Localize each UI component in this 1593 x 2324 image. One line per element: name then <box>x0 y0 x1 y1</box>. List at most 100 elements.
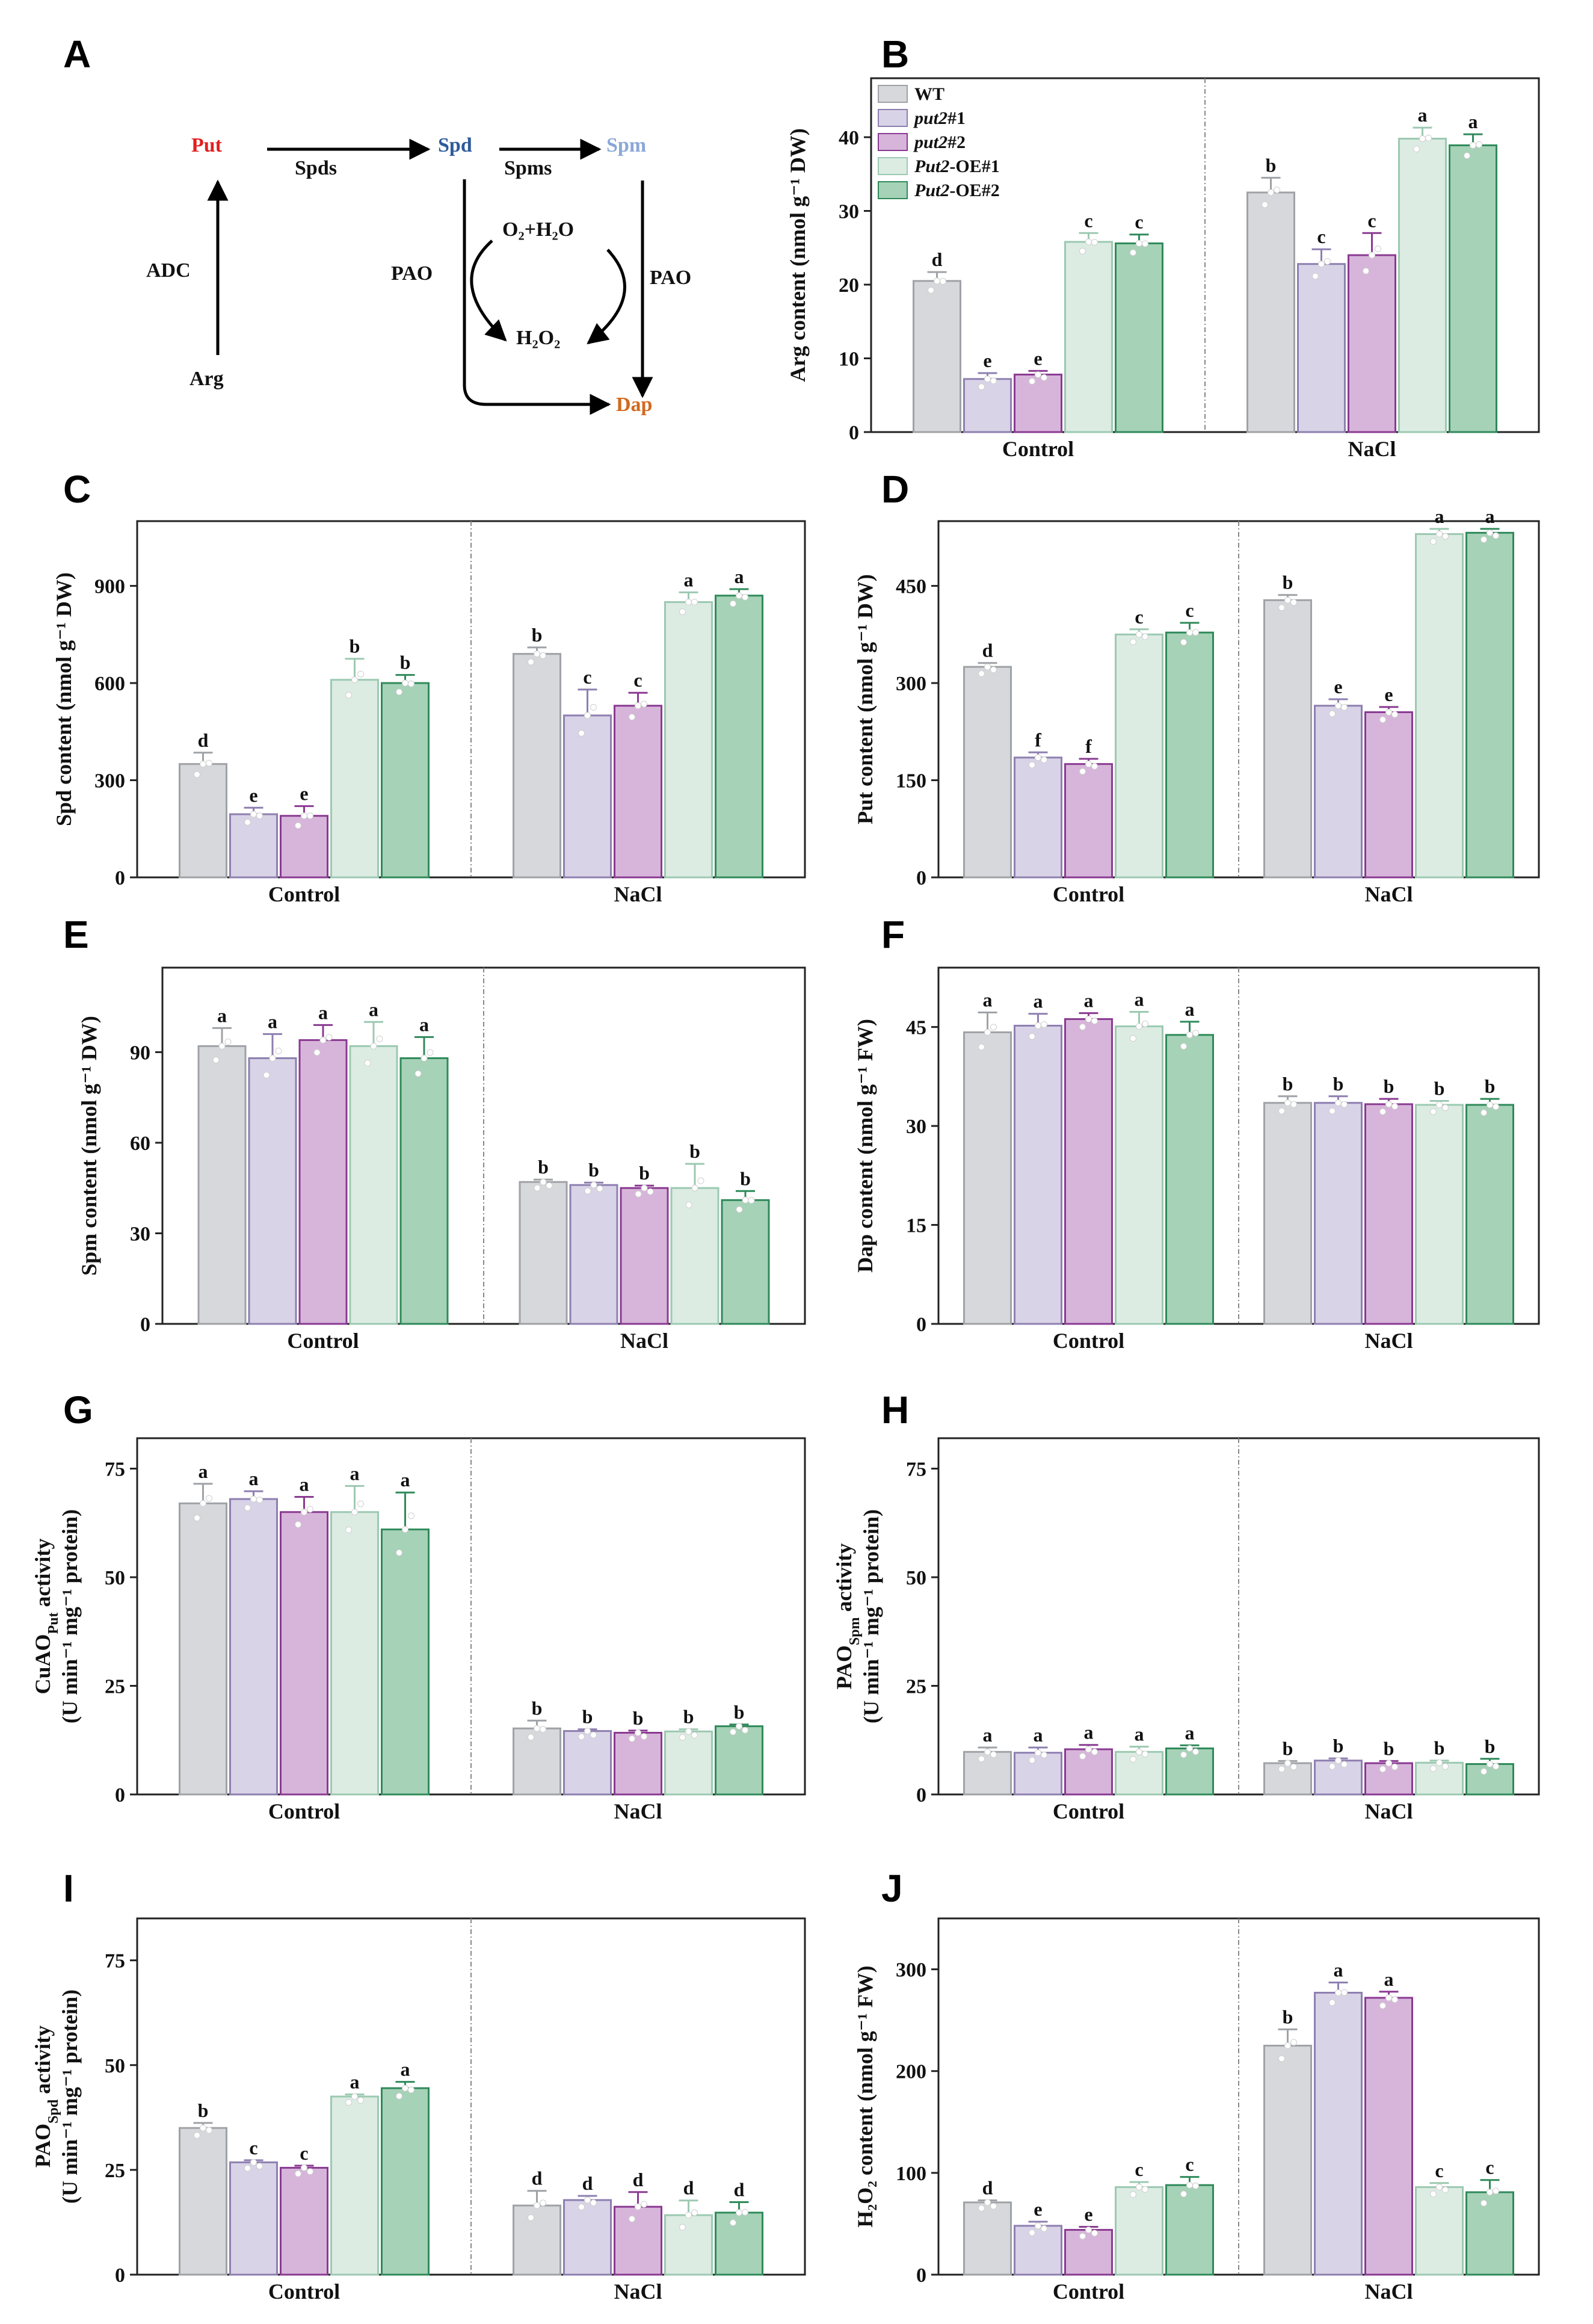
replicate-dot <box>1278 1766 1285 1773</box>
replicate-dot <box>313 1049 321 1056</box>
significance-letter: a <box>983 1724 993 1746</box>
node-put: Put <box>191 134 223 156</box>
replicate-dot <box>578 1733 585 1740</box>
node-o2-h2o: O₂+H₂O <box>502 218 574 241</box>
replicate-dot <box>345 2099 352 2106</box>
bar-nacl-put2-oe-1 <box>670 1187 719 1325</box>
replicate-dot <box>250 2159 257 2166</box>
bar-control-wt <box>963 2201 1012 2276</box>
replicate-dot <box>307 2168 313 2175</box>
significance-letter: c <box>1485 2157 1494 2178</box>
replicate-dot <box>319 1036 327 1043</box>
replicate-dot <box>1442 533 1449 540</box>
replicate-dot <box>1335 1989 1342 1996</box>
significance-letter: a <box>1185 998 1195 1020</box>
bar-control-wt <box>179 2127 227 2276</box>
category-label-nacl: NaCl <box>1365 1799 1413 1823</box>
replicate-dot <box>691 598 698 605</box>
replicate-dot <box>1085 1746 1092 1753</box>
y-tick-label: 900 <box>94 576 125 598</box>
replicate-dot <box>1192 1030 1199 1037</box>
bar-nacl-put2-oe-2 <box>715 595 763 879</box>
significance-letter: c <box>633 669 642 691</box>
replicate-dot <box>1085 1016 1092 1023</box>
replicate-dot <box>1041 1751 1047 1758</box>
significance-letter: b <box>683 1706 694 1728</box>
replicate-dot <box>1029 761 1035 768</box>
bar-nacl-wt <box>1263 1762 1312 1796</box>
replicate-dot <box>421 1055 428 1062</box>
significance-letter: a <box>369 998 378 1020</box>
significance-letter: b <box>1434 1077 1445 1099</box>
replicate-dot <box>1487 529 1493 536</box>
arrow-spd-dap <box>463 179 611 415</box>
significance-letter: c <box>1435 2160 1443 2181</box>
bar-control-put2-1 <box>1014 756 1062 879</box>
bar-nacl-put2-1 <box>563 2199 612 2276</box>
enzyme-spms: Spms <box>504 157 552 179</box>
replicate-dot <box>641 700 647 708</box>
replicate-dot <box>641 1733 647 1740</box>
replicate-dot <box>1041 374 1047 381</box>
replicate-dot <box>1329 710 1336 717</box>
y-axis-title: Arg content (nmol g⁻¹ DW) <box>786 128 810 382</box>
significance-letter: b <box>532 1697 543 1719</box>
bar-nacl-put2-oe-2 <box>1465 1763 1514 1796</box>
chart-panel-c: C 0 300 600 900 Spd content (nmol g⁻¹ DW) d e e b… <box>52 468 806 906</box>
significance-letter: a <box>1135 988 1144 1010</box>
bar-nacl-put2-oe-2 <box>1465 2191 1514 2276</box>
bar-control-put2-2 <box>1064 2229 1113 2276</box>
significance-letter: a <box>401 2059 410 2080</box>
chart-panel-e: E 0 30 60 90 Spm content (nmol g⁻¹ DW) a a a a a Co… <box>63 913 806 1353</box>
replicate-dot <box>1091 762 1098 770</box>
significance-letter: d <box>683 2177 694 2199</box>
replicate-dot <box>584 1728 591 1735</box>
replicate-dot <box>295 1521 301 1528</box>
y-tick-label: 15 <box>906 1215 926 1237</box>
bar-nacl-put2-2 <box>620 1187 669 1325</box>
replicate-dot <box>200 2124 206 2131</box>
significance-letter: a <box>1135 1723 1144 1745</box>
replicate-dot <box>1079 768 1086 775</box>
replicate-dot <box>685 1201 692 1208</box>
bar-control-put2-2 <box>298 1039 348 1325</box>
significance-letter: a <box>217 1004 227 1026</box>
replicate-dot <box>679 2224 686 2231</box>
legend-swatch <box>878 133 908 151</box>
replicate-dot <box>1142 1751 1148 1758</box>
replicate-dot <box>1442 2186 1449 2193</box>
replicate-dot <box>1290 2039 1297 2046</box>
replicate-dot <box>984 1748 991 1755</box>
replicate-dot <box>1487 1760 1493 1767</box>
significance-letter: e <box>1034 347 1042 369</box>
chart-panel-h: H 0 25 50 75 PAOSpm activity (U min⁻¹ mg⁻¹ pro… <box>832 1388 1540 1823</box>
category-label-nacl: NaCl <box>614 1799 662 1823</box>
replicate-dot <box>1335 1757 1342 1764</box>
y-tick-label: 60 <box>130 1133 150 1155</box>
bar-control-put2-2 <box>1064 1748 1113 1796</box>
replicate-dot <box>1142 1021 1148 1028</box>
significance-letter: a <box>1034 990 1043 1012</box>
replicate-dot <box>1268 189 1274 196</box>
replicate-dot <box>1130 1035 1136 1042</box>
significance-letter: b <box>1333 1073 1344 1095</box>
replicate-dot <box>596 1185 603 1192</box>
replicate-dot <box>578 729 585 737</box>
bar-control-put2-oe-1 <box>330 679 379 879</box>
replicate-dot <box>1436 1101 1443 1108</box>
replicate-dot <box>1419 135 1426 142</box>
y-tick-label: 0 <box>916 1784 926 1806</box>
replicate-dot <box>351 1509 358 1516</box>
y-tick-label: 0 <box>140 1314 150 1336</box>
replicate-dot <box>1329 1107 1336 1114</box>
replicate-dot <box>1130 2191 1136 2198</box>
replicate-dot <box>1186 2181 1193 2189</box>
chart-panel-f: F 0 15 30 45 Dap content (nmol g⁻¹ FW) a a a a a Co… <box>853 913 1540 1353</box>
replicate-dot <box>1391 1763 1398 1770</box>
node-spm: Spm <box>606 134 646 156</box>
legend-label: put2#2 <box>913 132 966 152</box>
legend-swatch <box>878 85 908 103</box>
category-label-control: Control <box>1053 1799 1124 1823</box>
replicate-dot <box>928 286 934 294</box>
replicate-dot <box>590 2199 597 2207</box>
